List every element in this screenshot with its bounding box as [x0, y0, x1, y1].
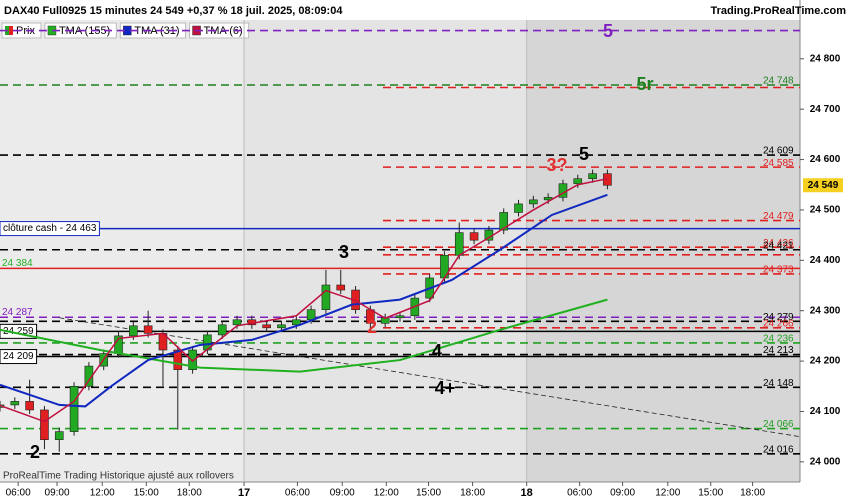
level-label: 24 748 — [763, 76, 794, 87]
level-label: 24 266 — [763, 318, 794, 329]
x-tick-label: 15:00 — [698, 488, 723, 499]
candle-body — [262, 324, 271, 329]
candle-body — [291, 319, 301, 326]
background — [244, 20, 527, 482]
candle-body — [469, 232, 479, 241]
candle-body — [40, 409, 49, 440]
x-tick-label: 09:00 — [330, 488, 355, 499]
y-tick-label: 24 200 — [810, 356, 841, 367]
candle-body — [529, 199, 538, 205]
x-tick-label: 06:00 — [6, 488, 31, 499]
y-tick-label: 24 300 — [810, 305, 841, 316]
annotation: 5 — [579, 144, 589, 164]
y-tick-label: 24 800 — [810, 53, 841, 64]
candle-body — [277, 324, 286, 329]
x-tick-label: 18:00 — [740, 488, 765, 499]
level-label: 24 016 — [763, 444, 794, 455]
candle-body — [143, 325, 153, 334]
y-tick-label: 24 400 — [810, 255, 841, 266]
level-label: 24 426 — [763, 238, 794, 249]
x-tick-label: 09:00 — [610, 488, 635, 499]
level-label: 24 384 — [2, 258, 33, 269]
x-tick-label: 15:00 — [416, 488, 441, 499]
x-tick-label: 09:00 — [45, 488, 70, 499]
y-tick-label: 24 000 — [810, 456, 841, 467]
candle-body — [217, 324, 227, 336]
x-tick-label: 15:00 — [134, 488, 159, 499]
y-tick-label: 24 500 — [810, 205, 841, 216]
legend-label: Prix — [16, 25, 35, 37]
candle-body — [454, 232, 464, 256]
level-label: 24 585 — [763, 158, 794, 169]
footnote: ProRealTime Trading Historique ajusté au… — [3, 471, 234, 482]
x-tick-label: 18:00 — [177, 488, 202, 499]
candle-body — [395, 315, 405, 319]
candle-body — [514, 203, 523, 213]
x-tick-label: 06:00 — [567, 488, 592, 499]
level-label: 24 373 — [763, 265, 794, 276]
x-tick-label: 17 — [238, 487, 250, 499]
x-tick-label: 12:00 — [655, 488, 680, 499]
ma-line — [0, 177, 608, 423]
candle-body — [129, 325, 138, 337]
x-tick-label: 18 — [521, 487, 533, 499]
candle-body — [232, 319, 242, 326]
annotation: 2 — [367, 317, 377, 337]
level-label: 24 279 — [763, 312, 794, 323]
level-label: 24 421 — [763, 240, 794, 251]
legend: Prix TMA (155) TMA (31) TMA (6) — [1, 22, 250, 39]
candle-body — [84, 365, 94, 387]
price-box — [803, 178, 843, 193]
level-label: 24 209 — [3, 351, 34, 362]
x-tick-label: 12:00 — [90, 488, 115, 499]
candle-body — [54, 431, 64, 440]
annotation: 2 — [30, 442, 40, 462]
price-label: 24 549 — [808, 180, 839, 191]
candle-body — [306, 309, 316, 321]
level-label: 24 148 — [763, 378, 794, 389]
annotation: 5r — [636, 74, 653, 94]
level-label: clôture cash - 24 463 — [3, 223, 97, 234]
x-tick-label: 12:00 — [374, 488, 399, 499]
annotation: 5 — [603, 21, 613, 41]
x-tick-label: 18:00 — [460, 488, 485, 499]
background — [527, 20, 800, 482]
level-label: 24 213 — [763, 345, 794, 356]
annotation: 4+ — [435, 378, 456, 398]
candle-body — [321, 284, 331, 310]
candle-body — [588, 173, 597, 180]
x-tick-label: 06:00 — [285, 488, 310, 499]
candle-body — [173, 349, 183, 370]
level-label: 24 609 — [763, 146, 794, 157]
level-label: 24 259 — [3, 326, 34, 337]
candle-body — [69, 385, 79, 432]
ma-line — [0, 298, 608, 373]
level-label-box — [0, 221, 100, 237]
trendline — [59, 317, 801, 438]
annotation: 3 — [339, 242, 349, 262]
candle-body — [499, 212, 509, 231]
level-label: 24 236 — [763, 334, 794, 345]
candle-body — [573, 178, 583, 185]
annotation: 4 — [432, 341, 442, 361]
level-label: 24 479 — [763, 211, 794, 222]
candle-body — [25, 401, 34, 411]
candle-body — [336, 284, 346, 291]
level-label: 24 066 — [763, 419, 794, 430]
y-tick-label: 24 700 — [810, 104, 841, 115]
source: Trading.ProRealTime.com — [710, 5, 846, 17]
axis-panel — [800, 0, 850, 500]
candle-body — [188, 349, 197, 370]
candle-body — [10, 401, 20, 406]
level-label: 24 287 — [2, 307, 33, 318]
legend-swatch — [9, 26, 13, 35]
annotation: 3? — [546, 155, 567, 175]
level-label-box — [0, 349, 38, 365]
y-tick-label: 24 600 — [810, 154, 841, 165]
y-tick-label: 24 100 — [810, 406, 841, 417]
chart-title: DAX40 Full0925 15 minutes 24 549 +0,37 %… — [4, 5, 343, 17]
